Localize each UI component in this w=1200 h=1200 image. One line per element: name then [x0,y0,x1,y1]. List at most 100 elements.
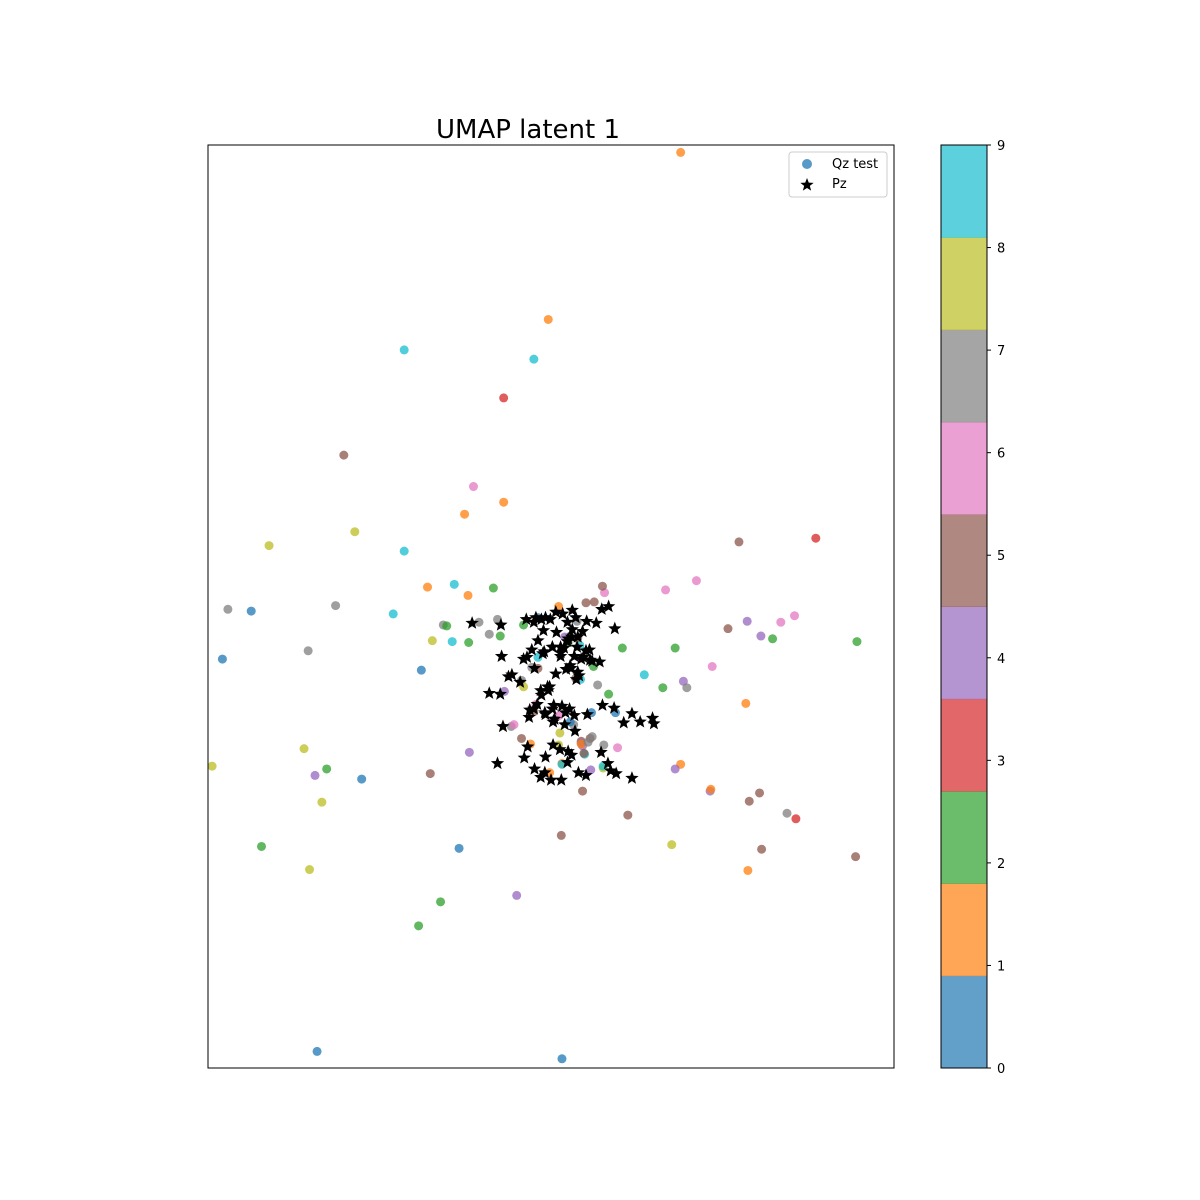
pz-point [530,697,544,710]
qz-test-point [791,814,801,824]
pz-point [519,612,533,626]
qz-test-point [331,601,341,611]
pz-point [549,666,563,680]
colorbar-tick-label: 2 [997,857,1005,872]
pz-point [516,652,531,665]
pz-point [517,750,531,764]
pz-point [534,688,549,701]
qz-test-point [682,683,692,693]
pz-point [570,640,584,653]
qz-test-points [207,147,862,1064]
colorbar-segment [941,606,987,700]
qz-test-point [604,689,614,699]
qz-test-point [790,611,800,621]
colorbar-segment [941,883,987,977]
qz-test-point [454,843,464,853]
qz-test-point [436,897,446,907]
pz-point [580,707,595,721]
pz-point [625,706,639,720]
qz-test-point [223,604,233,614]
qz-test-point [576,739,586,749]
pz-point [553,742,567,756]
pz-point [569,610,583,624]
pz-point [496,719,510,733]
qz-test-point [207,761,217,771]
pz-point [593,654,607,668]
qz-test-point [589,597,599,607]
qz-test-point [246,606,256,616]
plot-background [208,145,894,1068]
pz-point [522,710,536,723]
pz-point [571,765,586,779]
qz-test-point [388,609,398,619]
pz-point [523,702,537,716]
qz-test-point [310,770,320,780]
qz-test-point [755,788,765,798]
pz-point [567,708,581,722]
qz-test-point [312,1046,322,1056]
pz-point [565,603,579,616]
pz-point [580,614,594,627]
colorbar-tick-label: 0 [997,1062,1005,1077]
pz-point [494,649,509,663]
legend-qz-test-marker [802,159,812,169]
pz-point [482,686,496,699]
qz-test-point [464,747,474,757]
colorbar-tick-label: 4 [997,652,1005,667]
qz-test-point [676,147,686,157]
pz-point [595,698,610,711]
qz-test-point [756,631,766,641]
qz-test-point [423,582,433,592]
pz-point [529,610,543,624]
qz-test-point [670,764,680,774]
colorbar-segment [941,237,987,331]
pz-point [536,646,550,660]
pz-point [513,675,527,688]
pz-point [585,653,599,667]
qz-test-point [350,527,360,537]
qz-test-point [593,680,603,690]
qz-test-point [587,732,597,742]
qz-test-point [742,616,752,626]
pz-point [560,755,575,769]
qz-test-point [447,637,457,647]
pz-point [534,770,548,783]
qz-test-point [757,844,767,854]
pz-point [546,737,560,751]
qz-test-point [529,354,539,364]
pz-point [557,641,571,654]
pz-point [645,711,660,724]
colorbar-tick-label: 1 [997,959,1005,974]
pz-point [601,599,616,613]
pz-point [493,687,507,700]
pz-point [563,658,577,672]
pz-point [582,642,597,656]
legend-box [788,151,888,198]
pz-point [561,744,575,758]
pz-point [572,668,586,682]
qz-test-point [460,509,470,519]
qz-test-point [741,698,751,708]
qz-test-point [707,661,717,671]
pz-point [565,622,579,636]
qz-test-point [613,743,623,753]
qz-test-point [691,576,701,586]
qz-test-point [449,579,459,589]
qz-test-point [357,774,367,784]
qz-test-point [579,748,589,758]
qz-test-point [303,646,313,656]
qz-test-point [768,634,778,644]
qz-test-point [499,497,509,507]
qz-test-point [217,654,227,664]
qz-test-point [305,865,315,875]
pz-point [604,763,618,777]
pz-point [562,701,577,715]
colorbar-ticks: 0 1 2 3 4 5 6 7 8 9 [987,139,1005,1077]
pz-point [609,766,623,780]
colorbar-frame [940,144,988,1069]
colorbar-tick-label: 9 [997,139,1005,154]
colorbar-segment [941,514,987,607]
qz-test-point [852,637,862,647]
qz-test-point [639,670,649,680]
